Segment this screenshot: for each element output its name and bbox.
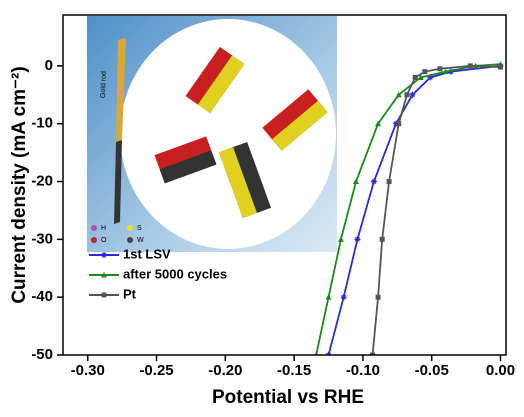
x-tick-label: -0.15 — [277, 362, 311, 379]
marker — [497, 64, 503, 70]
x-tick-label: -0.25 — [139, 362, 173, 379]
marker — [395, 91, 402, 98]
marker — [370, 178, 377, 185]
marker — [325, 294, 332, 300]
marker — [417, 74, 424, 80]
electrode — [114, 140, 122, 224]
crystal — [262, 89, 328, 151]
inset-image: Gold rod H S O W — [87, 16, 337, 252]
plot-area — [314, 61, 504, 355]
x-tick-label: 0.00 — [486, 362, 515, 379]
marker — [437, 66, 443, 72]
y-tick-label: -50 — [31, 346, 53, 363]
inset-label: W — [137, 237, 144, 244]
marker — [392, 120, 399, 127]
marker — [101, 272, 107, 278]
marker — [442, 68, 449, 75]
marker — [447, 68, 454, 75]
marker — [396, 121, 402, 127]
marker — [337, 236, 344, 242]
crystal — [154, 136, 217, 184]
inset-label: Gold rod — [100, 71, 108, 98]
marker — [375, 294, 381, 300]
inset-label: S — [137, 225, 142, 232]
series-line — [315, 63, 501, 355]
legend-label: 1st LSV — [123, 246, 171, 261]
marker — [354, 236, 361, 243]
y-tick-label: -40 — [31, 288, 53, 305]
marker — [379, 236, 385, 242]
x-tick-label: -0.10 — [346, 362, 380, 379]
plot-frame — [62, 14, 507, 356]
marker — [427, 74, 434, 81]
gold-rod — [116, 38, 126, 142]
inset-label: O — [101, 237, 107, 244]
atom-key — [127, 225, 133, 231]
marker — [101, 252, 107, 258]
series-line — [371, 64, 501, 355]
marker — [353, 178, 360, 185]
x-tick-label: -0.30 — [71, 362, 105, 379]
y-tick-label: -20 — [31, 172, 53, 189]
inset-label: H — [101, 225, 106, 232]
crystal — [185, 46, 245, 114]
y-tick-label: -30 — [31, 230, 53, 247]
marker — [101, 292, 107, 298]
atom-key — [91, 237, 97, 243]
y-tick-label: -10 — [31, 115, 53, 132]
series-line — [327, 64, 501, 355]
x-tick-label: -0.05 — [415, 362, 449, 379]
y-tick-label: 0 — [45, 57, 53, 74]
inset-circle — [120, 19, 336, 249]
crystal — [218, 141, 272, 219]
x-tick-label: -0.20 — [208, 362, 242, 379]
x-axis-title: Potential vs RHE — [212, 387, 364, 408]
marker — [386, 179, 392, 185]
marker — [412, 74, 418, 80]
marker — [375, 120, 382, 127]
marker — [422, 69, 428, 75]
y-axis-title: Current density (mA cm⁻²) — [9, 66, 30, 303]
marker — [409, 91, 416, 98]
marker — [467, 63, 473, 69]
marker — [404, 92, 410, 98]
atom-key — [91, 225, 97, 231]
marker — [370, 352, 376, 355]
marker — [340, 294, 347, 301]
atom-key — [127, 237, 133, 243]
legend-label: Pt — [123, 286, 137, 301]
legend-label: after 5000 cycles — [123, 266, 227, 281]
